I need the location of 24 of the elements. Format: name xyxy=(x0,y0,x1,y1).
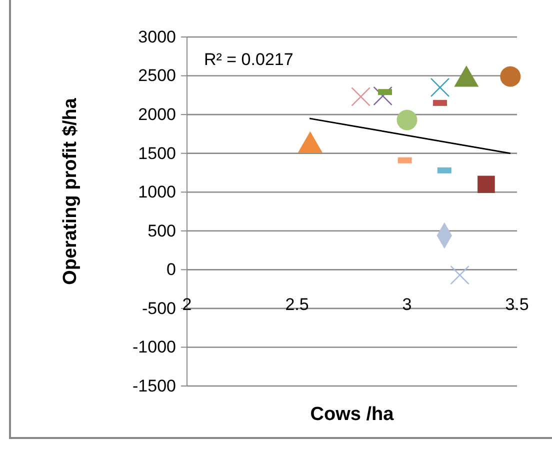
point xyxy=(450,265,470,285)
y-tick-label: 1000 xyxy=(138,182,176,202)
point xyxy=(396,110,418,130)
point xyxy=(430,78,450,98)
y-tick-label: -1500 xyxy=(132,376,176,396)
y-tick-label: 3000 xyxy=(138,27,176,46)
point xyxy=(478,176,495,194)
y-tick-label: 2000 xyxy=(138,104,176,124)
y-tick-label: 2500 xyxy=(138,66,176,86)
x-tick-label: 2 xyxy=(182,294,192,314)
x-tick-label: 3.5 xyxy=(505,294,529,314)
x-axis-title: Cows /ha xyxy=(310,404,394,425)
x-tick-label: 2.5 xyxy=(285,294,309,314)
y-tick-label: 1500 xyxy=(138,144,176,163)
y-axis-title: Operating profit $/ha xyxy=(60,98,81,285)
y-tick-label: 0 xyxy=(166,260,176,280)
y-tick-label: -500 xyxy=(142,298,176,318)
annotation: R² = 0.0217 xyxy=(204,50,294,69)
point xyxy=(373,86,392,106)
point xyxy=(500,66,521,87)
point xyxy=(351,87,370,106)
y-tick-label: -1000 xyxy=(132,338,176,357)
x-tick-label: 3 xyxy=(402,294,412,314)
y-tick-label: 500 xyxy=(148,221,176,240)
